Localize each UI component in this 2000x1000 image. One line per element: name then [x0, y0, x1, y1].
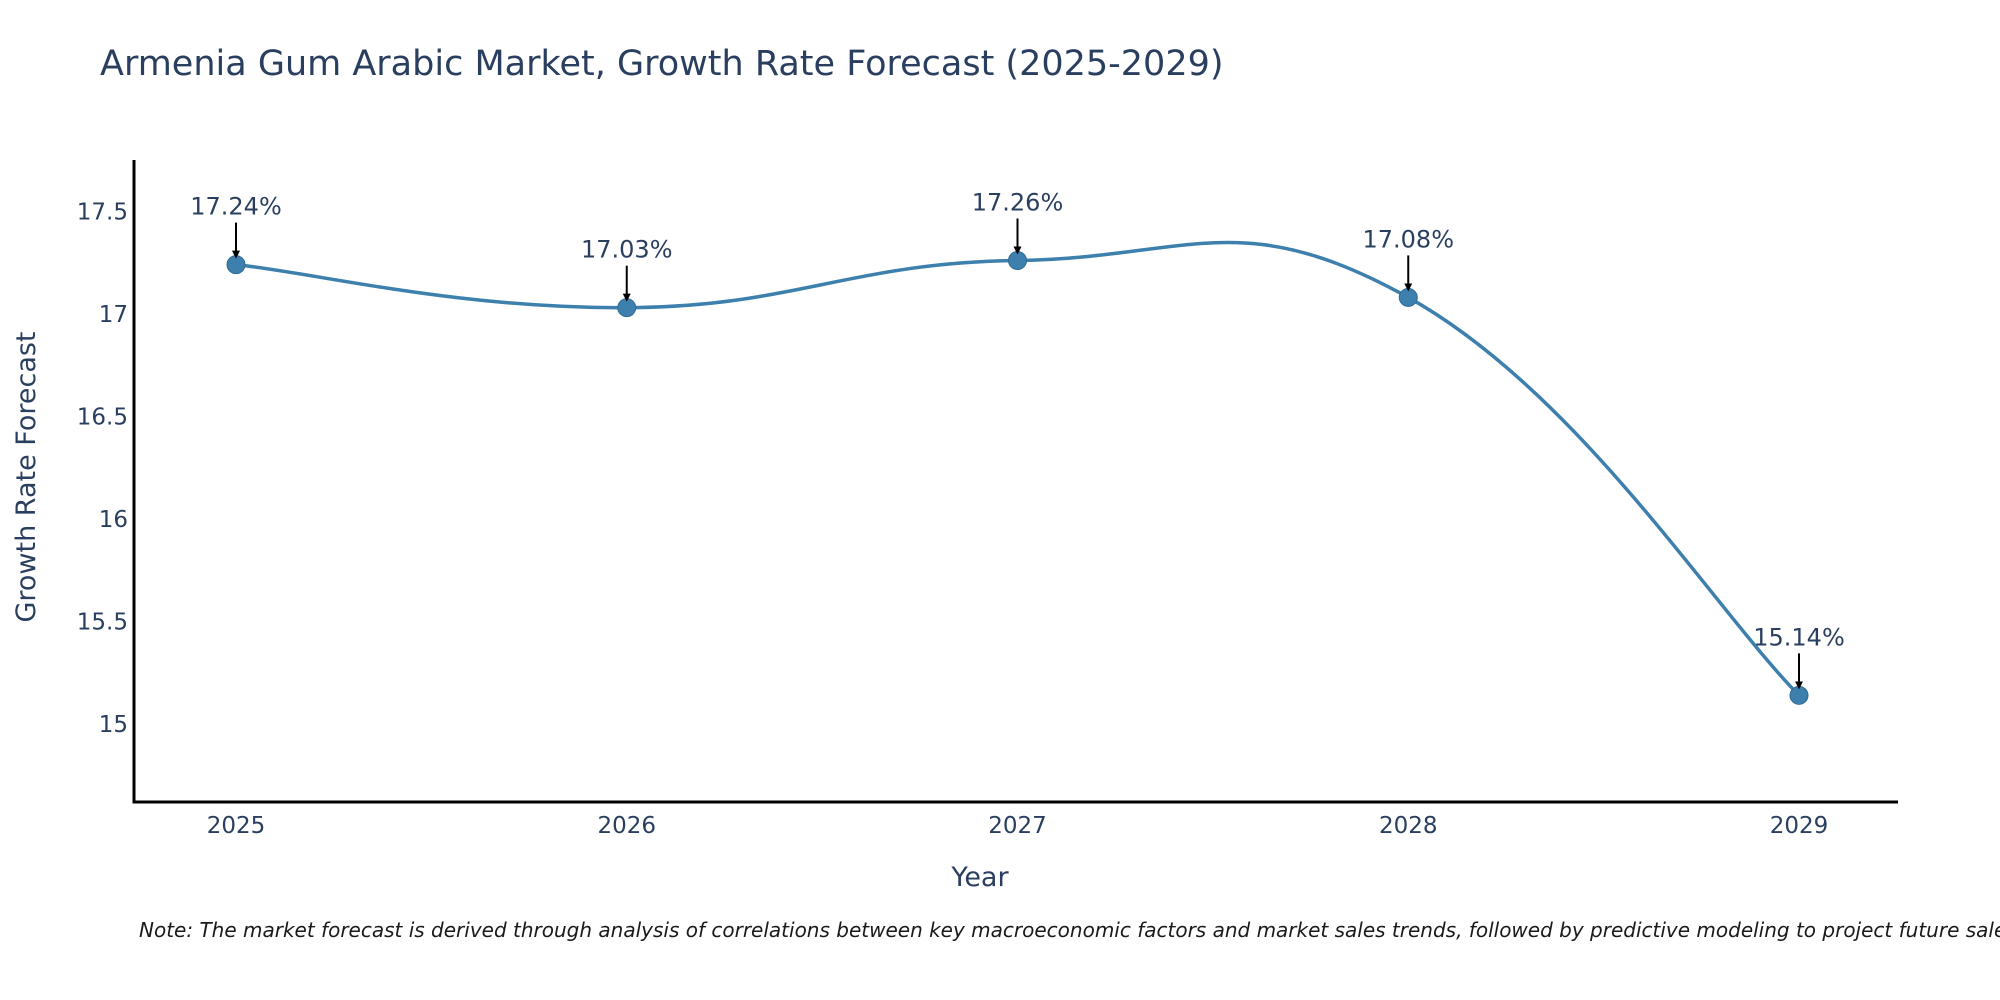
axes [132, 160, 1898, 804]
x-tick-label: 2029 [1770, 813, 1829, 839]
footnote: Note: The market forecast is derived thr… [139, 918, 2000, 942]
data-label: 17.26% [972, 189, 1064, 217]
y-tick-label: 15.5 [77, 610, 128, 636]
data-point[interactable] [226, 255, 246, 275]
x-tick-label: 2026 [597, 813, 656, 839]
data-label: 15.14% [1753, 623, 1845, 651]
y-axis-title: Growth Rate Forecast [11, 331, 42, 622]
chart-title: Armenia Gum Arabic Market, Growth Rate F… [100, 44, 1224, 84]
data-label: 17.24% [190, 193, 282, 221]
y-tick-label: 17 [99, 302, 128, 328]
series-line [235, 240, 1801, 697]
x-axis-title: Year [950, 862, 1009, 893]
data-point[interactable] [1398, 287, 1418, 307]
x-tick-labels: 2025 2026 2027 2028 2029 [207, 813, 1829, 839]
y-tick-labels: 15 15.5 16 16.5 17 17.5 [77, 199, 128, 738]
data-point[interactable] [1008, 251, 1027, 271]
x-tick-label: 2025 [207, 813, 266, 839]
x-tick-label: 2027 [988, 813, 1047, 839]
data-point[interactable] [617, 298, 637, 318]
y-tick-label: 15 [99, 712, 128, 738]
data-label: 17.03% [581, 236, 673, 264]
data-points [226, 251, 1809, 705]
data-annotations: 17.24% 17.03% 17.26% 17.08% 15.14% [190, 189, 1845, 690]
data-point[interactable] [1789, 685, 1809, 705]
y-tick-label: 16 [99, 507, 128, 533]
y-tick-label: 17.5 [77, 199, 128, 225]
y-tick-label: 16.5 [77, 404, 128, 430]
data-label: 17.08% [1362, 225, 1454, 253]
x-tick-label: 2028 [1379, 813, 1438, 839]
